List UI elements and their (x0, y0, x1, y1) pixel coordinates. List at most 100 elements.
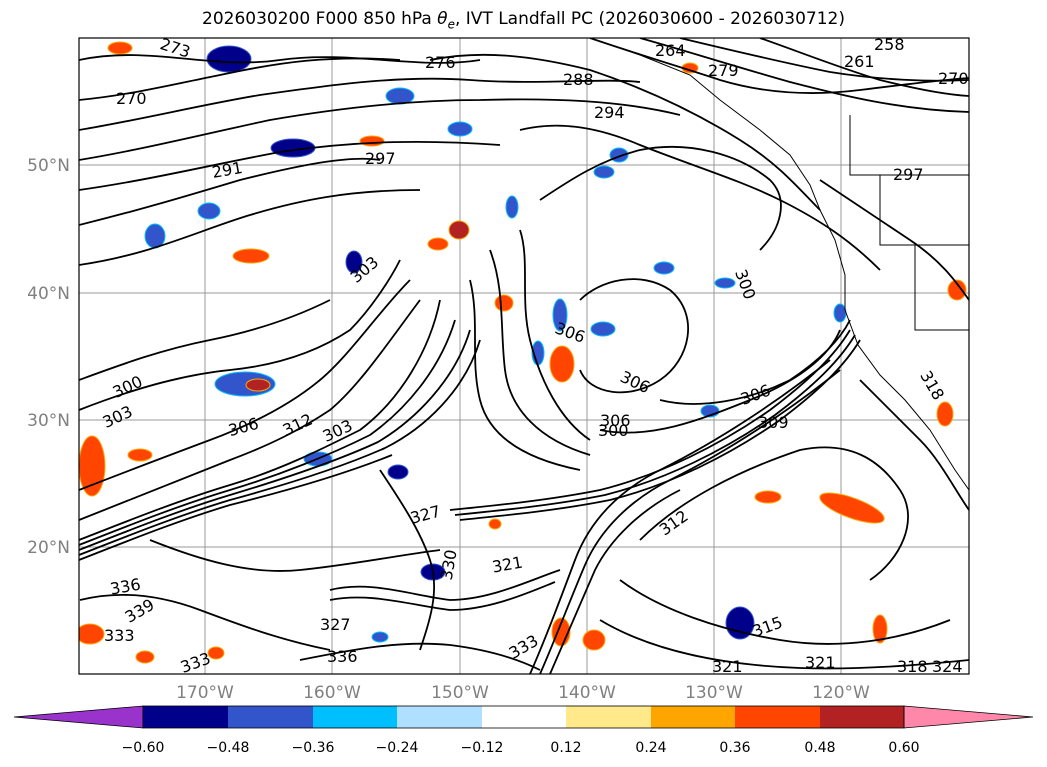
contour-line (79, 54, 481, 64)
canada-border (849, 115, 969, 331)
contour-label: 294 (594, 103, 625, 122)
shade-blob (79, 435, 106, 497)
contour-line (489, 249, 591, 456)
shade-blob (582, 629, 606, 651)
contour-line (759, 38, 969, 97)
colorbar-segment (566, 706, 651, 728)
shade-blob (135, 650, 155, 664)
colorbar-tick-label: −0.36 (292, 740, 335, 756)
contour-line (149, 539, 441, 572)
contour-line (79, 157, 381, 226)
longitude-labels: 170°W 160°W 150°W 140°W 130°W 120°W (176, 683, 870, 703)
contour-line (619, 579, 951, 645)
shade-blob (371, 631, 389, 643)
contour-line (79, 454, 393, 561)
shade-blob (197, 202, 221, 220)
contour-line (79, 259, 401, 411)
shade-blob (754, 490, 782, 504)
contour-line (79, 593, 331, 651)
map-frame (78, 37, 970, 675)
colorbar-ticks: −0.60 −0.48 −0.36 −0.24 −0.12 0.12 0.24 … (122, 740, 920, 756)
contour-line (79, 319, 456, 546)
lon-label-160w: 160°W (303, 683, 361, 703)
contour-label: 306 (600, 411, 631, 430)
lat-label-40n: 40°N (27, 284, 70, 304)
contour-label: 261 (844, 52, 875, 71)
colorbar-tick-label: 0.60 (888, 740, 919, 756)
colorbar-tick-label: 0.24 (635, 740, 666, 756)
contour-label: 336 (327, 647, 358, 666)
shade-blob (872, 614, 888, 644)
shade-blob (549, 345, 575, 383)
contour-label: 321 (712, 657, 743, 676)
shade-blob (725, 606, 755, 640)
shade-blob (590, 321, 616, 337)
contour-line (329, 569, 561, 601)
contour-line (79, 339, 481, 556)
shade-blob (79, 623, 105, 645)
contour-label: 309 (758, 413, 789, 432)
contour-label: 333 (104, 626, 135, 645)
colorbar-tick-label: −0.60 (122, 740, 165, 756)
shade-blob (345, 250, 363, 274)
colorbar-segment (820, 706, 904, 728)
shade-blob (232, 248, 270, 264)
contour-label: 321 (805, 653, 836, 672)
colorbar (13, 705, 1034, 729)
colorbar-segment (397, 706, 482, 728)
shade-blob (714, 277, 736, 289)
shade-blob (127, 448, 153, 462)
colorbar-segment (735, 706, 820, 728)
contour-label: 258 (874, 35, 905, 54)
contour-line (519, 124, 881, 271)
contour-label: 264 (655, 41, 686, 60)
colorbar-tick-label: 0.48 (804, 740, 835, 756)
lat-label-30n: 30°N (27, 411, 70, 431)
contour-line (469, 279, 581, 471)
contour-label: 270 (938, 69, 969, 88)
contour-line (599, 619, 969, 670)
contour-line (539, 369, 841, 674)
contour-line (79, 98, 681, 161)
shade-blob (552, 298, 568, 332)
contour-line (639, 446, 909, 581)
colorbar-tick-label: −0.12 (461, 740, 504, 756)
contour-label: 297 (365, 149, 396, 168)
colorbar-outline (142, 705, 905, 729)
shade-blob (947, 279, 967, 301)
contour-line (529, 359, 831, 674)
contour-label: 270 (116, 89, 147, 108)
shade-blob (833, 303, 847, 323)
contour-label: 276 (425, 53, 456, 72)
contour-line (79, 189, 421, 266)
lat-label-20n: 20°N (27, 538, 70, 558)
contour-line (519, 229, 591, 441)
lon-label-170w: 170°W (176, 683, 234, 703)
latitude-labels: 50°N 40°N 30°N 20°N (27, 156, 70, 558)
title-prefix: 2026030200 F000 850 hPa (202, 9, 438, 29)
colorbar-extend-min (13, 705, 144, 729)
contour-line (819, 179, 969, 301)
contour-line (299, 642, 541, 671)
lon-label-140w: 140°W (558, 683, 616, 703)
shade-blob (936, 401, 954, 427)
shade-blob (593, 165, 615, 179)
contour-line (79, 279, 411, 491)
contour-label: 297 (893, 165, 924, 184)
contour-line (429, 53, 821, 211)
contour-line (549, 489, 681, 674)
shade-blob (505, 195, 519, 219)
lon-label-130w: 130°W (685, 683, 743, 703)
lon-label-150w: 150°W (431, 683, 489, 703)
contour-line (679, 38, 969, 82)
shade-blob (107, 41, 133, 55)
contour-label: 288 (563, 70, 594, 89)
colorbar-segment (228, 706, 313, 728)
contour-line (539, 146, 782, 251)
contour-line (79, 329, 471, 551)
theta-e-contours (79, 38, 969, 674)
shade-blob (385, 87, 415, 105)
lat-label-50n: 50°N (27, 156, 70, 176)
contour-line (454, 334, 856, 516)
